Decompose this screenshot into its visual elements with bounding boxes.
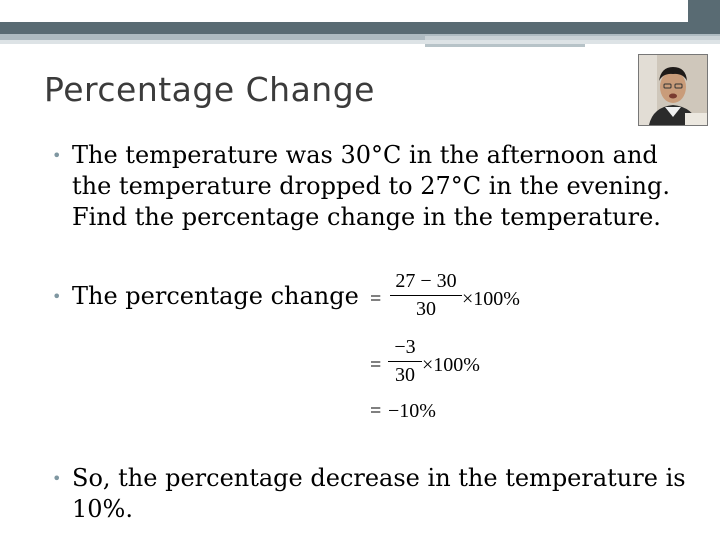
math-step-3: = −10% <box>370 400 490 426</box>
math-step-2-bar <box>388 361 422 362</box>
math-step-2: = −3 30 ×100% <box>370 336 570 396</box>
math-step-2-fraction: −3 30 <box>388 336 422 387</box>
header-band-top <box>0 0 720 22</box>
header-band-corner <box>688 0 720 34</box>
math-step-1-bar <box>390 295 462 296</box>
header-band-dark <box>0 22 720 34</box>
math-step-1: = 27 − 30 30 ×100% <box>370 270 570 330</box>
math-step-2-denominator: 30 <box>395 364 415 386</box>
bullet-percentage-change-text: The percentage change <box>72 282 359 310</box>
header-accent-line-short <box>425 44 585 47</box>
math-step-1-fraction: 27 − 30 30 <box>390 270 462 321</box>
presenter-photo <box>638 54 708 126</box>
bullet-conclusion-line-1: So, the percentage decrease in the tempe… <box>72 464 686 492</box>
bullet-marker: • <box>52 287 62 306</box>
math-step-3-equals: = <box>370 400 382 422</box>
math-step-2-tail: ×100% <box>422 354 480 376</box>
bullet-conclusion: • So, the percentage decrease in the tem… <box>52 463 697 525</box>
math-step-1-tail: ×100% <box>462 288 520 310</box>
bullet-marker: • <box>52 469 62 488</box>
bullet-percentage-change: • The percentage change <box>52 281 372 312</box>
math-step-1-denominator: 30 <box>416 298 436 320</box>
header-band-light <box>0 40 720 44</box>
bullet-problem: • The temperature was 30°C in the aftern… <box>52 140 692 233</box>
header-accent-line <box>425 36 720 40</box>
bullet-problem-line-1: The temperature was 30°C in the afternoo… <box>72 141 658 169</box>
bullet-marker: • <box>52 146 62 165</box>
slide-title: Percentage Change <box>44 70 375 109</box>
math-step-1-numerator: 27 − 30 <box>395 270 457 292</box>
math-step-3-value: −10% <box>388 400 436 422</box>
bullet-problem-line-2: the temperature dropped to 27°C in the e… <box>72 172 670 200</box>
bullet-conclusion-line-2: 10%. <box>72 495 133 523</box>
math-step-1-equals: = <box>370 288 382 310</box>
bullet-problem-line-3: Find the percentage change in the temper… <box>72 203 661 231</box>
presenter-photo-icon <box>639 55 707 125</box>
header-band-mid <box>0 34 720 40</box>
math-step-2-equals: = <box>370 354 382 376</box>
math-step-2-numerator: −3 <box>394 336 416 358</box>
